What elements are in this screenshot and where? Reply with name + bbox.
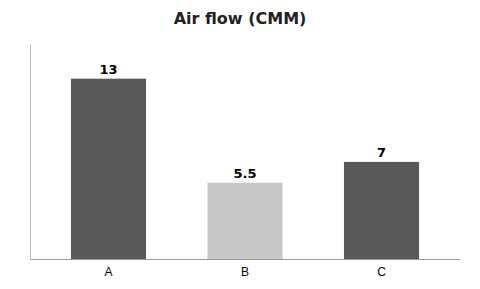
y-axis-line <box>30 45 31 260</box>
data-labels: 135.57 <box>99 62 386 181</box>
bar <box>207 183 282 259</box>
bar <box>71 79 146 259</box>
data-label: 13 <box>99 62 117 77</box>
chart: ABC135.57Air flow (CMM) <box>0 0 480 289</box>
data-label: 7 <box>377 145 386 160</box>
data-label: 5.5 <box>233 166 256 181</box>
x-axis-line <box>31 259 461 260</box>
x-tick-label: B <box>241 265 249 279</box>
x-axis: A B C <box>31 260 461 279</box>
x-tick-label: C <box>377 265 386 279</box>
plot: ABC135.57 <box>31 45 461 279</box>
y-axis <box>30 45 31 260</box>
bar <box>344 162 419 259</box>
x-tick: C <box>377 265 386 279</box>
x-tick-label: A <box>104 265 112 279</box>
title: Air flow (CMM) <box>174 9 307 28</box>
x-tick: B <box>241 265 249 279</box>
x-tick: A <box>104 265 112 279</box>
bars <box>71 79 419 259</box>
